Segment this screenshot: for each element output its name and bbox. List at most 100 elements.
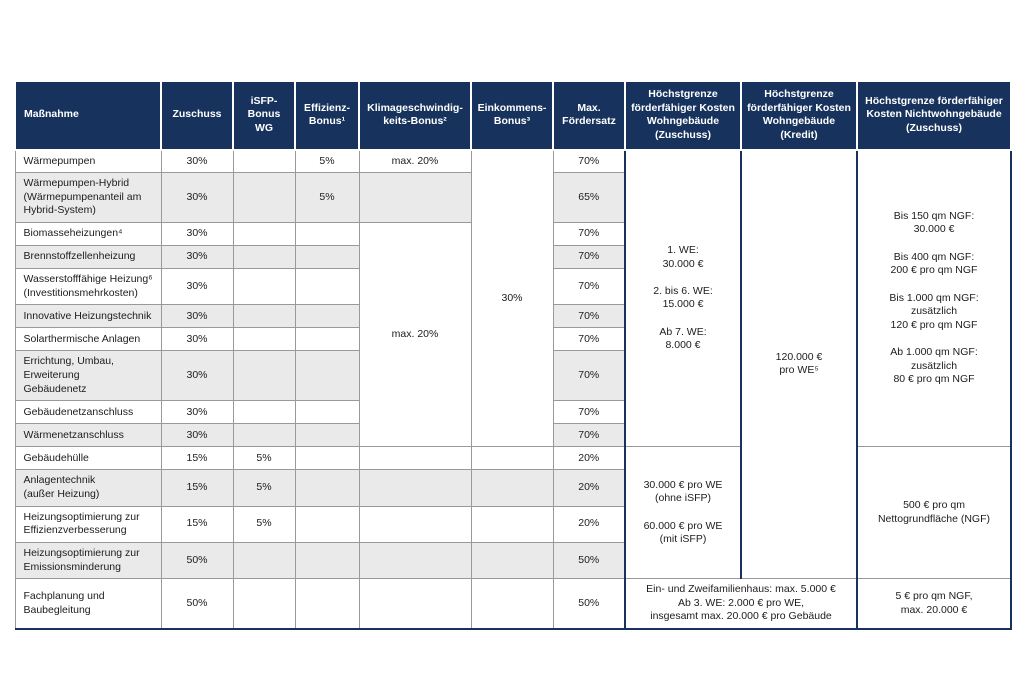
cell-klima [358,446,472,471]
table-row: Anlagentechnik (außer Heizung) 15% 5% 20… [14,469,1011,507]
cell-isfp [232,541,296,580]
cell-effizienz [294,350,360,402]
cell-zuschuss: 15% [160,469,234,507]
cell-massnahme: Errichtung, Umbau, Erweiterung Gebäudene… [14,350,162,402]
cell-massnahme: Wärmepumpen-Hybrid (Wärmepumpenanteil am… [14,172,162,224]
cell-zuschuss: 30% [160,268,234,306]
cell-effizienz [294,446,360,471]
cell-zuschuss: 30% [160,172,234,224]
cell-klima [358,541,472,580]
cell-max-foerdersatz: 20% [552,446,626,471]
table-row: Errichtung, Umbau, Erweiterung Gebäudene… [14,350,1011,402]
table-row: Heizungsoptimierung zur Emissionsminderu… [14,541,1011,580]
cell-massnahme: Heizungsoptimierung zur Effizienzverbess… [14,505,162,543]
cell-max-foerdersatz: 70% [552,245,626,270]
cell-massnahme: Gebäudehülle [14,446,162,471]
cell-nwg-merged-2: 500 € pro qm Nettogrundfläche (NGF) [856,446,1012,580]
cell-klima: max. 20% [358,149,472,174]
cell-massnahme: Solarthermische Anlagen [14,327,162,352]
cell-zuschuss: 30% [160,245,234,270]
cell-nwg-last-row: 5 € pro qm NGF, max. 20.000 € [856,578,1012,630]
cell-einkommen [470,541,554,580]
cell-max-foerdersatz: 70% [552,149,626,174]
table-row: Wärmepumpen 30% 5% max. 20% 30% 70% 1. W… [14,149,1012,580]
cell-zuschuss: 50% [160,578,234,630]
table-row: Gebäudehülle 15% 5% 20% 30.000 € pro WE … [14,446,1012,580]
cell-max-foerdersatz: 70% [552,350,626,402]
cell-einkommen [470,505,554,543]
col-header-klima-bonus: Klimageschwindig- keits-Bonus² [358,80,472,151]
cell-klima [358,505,472,543]
cell-max-foerdersatz: 20% [552,469,626,507]
cell-max-foerdersatz: 70% [552,400,626,425]
cell-wg-kredit-merged: 120.000 € pro WE⁵ [740,149,858,580]
cell-nwg-merged: Bis 150 qm NGF: 30.000 € Bis 400 qm NGF:… [856,149,1012,448]
cell-effizienz [294,245,360,270]
cell-wg-zuschuss-merged: 1. WE: 30.000 € 2. bis 6. WE: 15.000 € A… [624,149,742,448]
cell-effizienz [294,578,360,630]
cell-massnahme: Wärmepumpen [14,149,162,174]
col-header-massnahme: Maßnahme [14,80,162,151]
cell-zuschuss: 30% [160,350,234,402]
cell-zuschuss: 30% [160,304,234,329]
table-row: Innovative Heizungstechnik 30% 70% [14,304,1011,329]
cell-zuschuss: 30% [160,327,234,352]
cell-zuschuss: 15% [160,505,234,543]
cell-zuschuss: 30% [160,400,234,425]
cell-massnahme: Wärmenetzanschluss [14,423,162,448]
cell-massnahme: Anlagentechnik (außer Heizung) [14,469,162,507]
cell-max-foerdersatz: 70% [552,222,626,247]
cell-isfp [232,172,296,224]
cell-isfp [232,423,296,448]
cell-isfp [232,268,296,306]
cell-isfp [232,304,296,329]
cell-isfp: 5% [232,505,296,543]
table-row: Wärmenetzanschluss 30% 70% [14,423,1011,448]
cell-massnahme: Innovative Heizungstechnik [14,304,162,329]
cell-effizienz [294,327,360,352]
cell-isfp [232,222,296,247]
cell-einkommen [470,578,554,630]
cell-wg-merged-last-row: Ein- und Zweifamilienhaus: max. 5.000 € … [624,578,858,630]
cell-effizienz: 5% [294,172,360,224]
table-row: Heizungsoptimierung zur Effizienzverbess… [14,505,1011,543]
table-row: Gebäudenetzanschluss 30% 70% [14,400,1011,425]
cell-massnahme: Heizungsoptimierung zur Emissionsminderu… [14,541,162,580]
cell-zuschuss: 30% [160,149,234,174]
cell-klima [358,469,472,507]
cell-isfp: 5% [232,446,296,471]
col-header-nwg-zuschuss: Höchstgrenze förderfähiger Kosten Nichtw… [856,80,1012,151]
table-row: Biomasseheizungen⁴ 30% max. 20% 70% [14,222,1011,448]
cell-effizienz: 5% [294,149,360,174]
cell-max-foerdersatz: 70% [552,327,626,352]
cell-zuschuss: 30% [160,222,234,247]
cell-max-foerdersatz: 70% [552,268,626,306]
cell-effizienz [294,505,360,543]
cell-effizienz [294,304,360,329]
cell-effizienz [294,541,360,580]
header-row: Maßnahme Zuschuss iSFP- Bonus WG Effizie… [14,80,1012,151]
cell-effizienz [294,469,360,507]
cell-wg-zuschuss-merged-2: 30.000 € pro WE (ohne iSFP) 60.000 € pro… [624,446,742,580]
cell-zuschuss: 50% [160,541,234,580]
cell-effizienz [294,222,360,247]
cell-einkommen [470,469,554,507]
cell-effizienz [294,400,360,425]
cell-klima-merged: max. 20% [358,222,472,448]
cell-max-foerdersatz: 65% [552,172,626,224]
cell-max-foerdersatz: 70% [552,423,626,448]
cell-isfp [232,400,296,425]
cell-zuschuss: 30% [160,423,234,448]
cell-isfp [232,350,296,402]
cell-max-foerdersatz: 70% [552,304,626,329]
cell-isfp: 5% [232,469,296,507]
cell-massnahme: Biomasseheizungen⁴ [14,222,162,247]
col-header-isfp-bonus: iSFP- Bonus WG [232,80,296,151]
cell-einkommen [470,446,554,471]
cell-isfp [232,578,296,630]
col-header-effizienz-bonus: Effizienz- Bonus¹ [294,80,360,151]
table-row: Solarthermische Anlagen 30% 70% [14,327,1011,352]
cell-max-foerdersatz: 50% [552,578,626,630]
cell-isfp [232,245,296,270]
